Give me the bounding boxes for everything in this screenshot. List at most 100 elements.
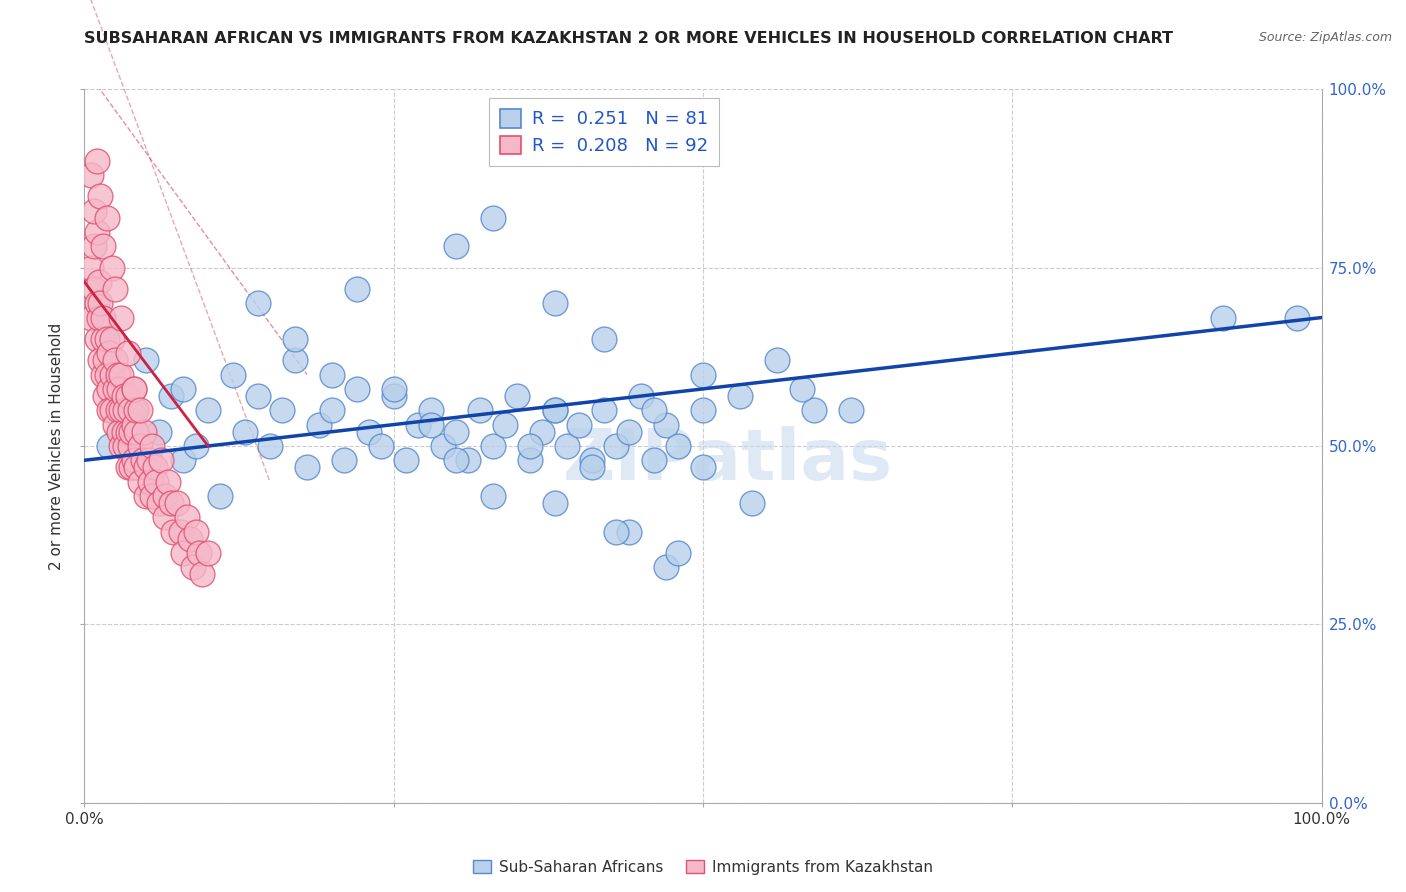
Point xyxy=(692,368,714,382)
Point xyxy=(125,403,148,417)
Point xyxy=(86,153,108,168)
Point xyxy=(148,425,170,439)
Point xyxy=(160,389,183,403)
Point xyxy=(543,403,565,417)
Point xyxy=(108,425,131,439)
Point xyxy=(98,403,121,417)
Point xyxy=(122,417,145,432)
Point xyxy=(655,417,678,432)
Point xyxy=(100,368,122,382)
Point xyxy=(692,403,714,417)
Point xyxy=(86,332,108,346)
Point xyxy=(98,346,121,360)
Point xyxy=(184,524,207,539)
Point xyxy=(135,353,157,368)
Point xyxy=(321,403,343,417)
Point xyxy=(141,439,163,453)
Point xyxy=(117,425,139,439)
Point xyxy=(284,332,307,346)
Point xyxy=(222,368,245,382)
Point xyxy=(148,496,170,510)
Point xyxy=(333,453,356,467)
Point xyxy=(1285,310,1308,325)
Point xyxy=(321,368,343,382)
Point xyxy=(122,460,145,475)
Point xyxy=(94,389,117,403)
Point xyxy=(139,475,162,489)
Point xyxy=(125,425,148,439)
Point xyxy=(581,453,603,467)
Point xyxy=(1212,310,1234,325)
Point xyxy=(129,403,152,417)
Point xyxy=(506,389,529,403)
Point xyxy=(666,439,689,453)
Point xyxy=(104,353,127,368)
Point xyxy=(457,453,479,467)
Point xyxy=(107,368,129,382)
Point xyxy=(86,225,108,239)
Point xyxy=(91,368,114,382)
Point xyxy=(179,532,201,546)
Point xyxy=(295,460,318,475)
Point xyxy=(98,382,121,396)
Point xyxy=(143,460,166,475)
Point xyxy=(120,403,142,417)
Point xyxy=(184,439,207,453)
Point xyxy=(766,353,789,368)
Point xyxy=(605,439,627,453)
Point xyxy=(519,439,541,453)
Point xyxy=(138,453,160,467)
Point xyxy=(617,425,640,439)
Point xyxy=(259,439,281,453)
Point xyxy=(91,310,114,325)
Point xyxy=(79,260,101,275)
Point xyxy=(120,439,142,453)
Point xyxy=(104,382,127,396)
Point xyxy=(481,489,503,503)
Point xyxy=(197,546,219,560)
Point xyxy=(531,425,554,439)
Point xyxy=(98,439,121,453)
Point xyxy=(96,368,118,382)
Point xyxy=(96,211,118,225)
Point xyxy=(122,382,145,396)
Point xyxy=(308,417,330,432)
Point xyxy=(89,353,111,368)
Point xyxy=(162,524,184,539)
Point xyxy=(172,546,194,560)
Point xyxy=(114,403,136,417)
Point xyxy=(728,389,751,403)
Point xyxy=(86,296,108,310)
Point xyxy=(568,417,591,432)
Point xyxy=(120,460,142,475)
Legend: Sub-Saharan Africans, Immigrants from Kazakhstan: Sub-Saharan Africans, Immigrants from Ka… xyxy=(467,854,939,880)
Point xyxy=(166,496,188,510)
Point xyxy=(382,389,405,403)
Point xyxy=(246,389,269,403)
Point xyxy=(790,382,813,396)
Point xyxy=(100,403,122,417)
Point xyxy=(122,453,145,467)
Point xyxy=(89,275,111,289)
Point xyxy=(104,417,127,432)
Point xyxy=(593,332,616,346)
Point xyxy=(117,389,139,403)
Point xyxy=(741,496,763,510)
Point xyxy=(181,560,204,574)
Point xyxy=(543,496,565,510)
Point xyxy=(135,460,157,475)
Point xyxy=(655,560,678,574)
Point xyxy=(444,239,467,253)
Point xyxy=(110,403,132,417)
Point xyxy=(117,460,139,475)
Point xyxy=(79,168,101,182)
Point xyxy=(519,453,541,467)
Point xyxy=(83,239,105,253)
Point xyxy=(370,439,392,453)
Point xyxy=(803,403,825,417)
Point xyxy=(172,453,194,467)
Point xyxy=(110,368,132,382)
Point xyxy=(357,425,380,439)
Point xyxy=(172,382,194,396)
Point xyxy=(100,260,122,275)
